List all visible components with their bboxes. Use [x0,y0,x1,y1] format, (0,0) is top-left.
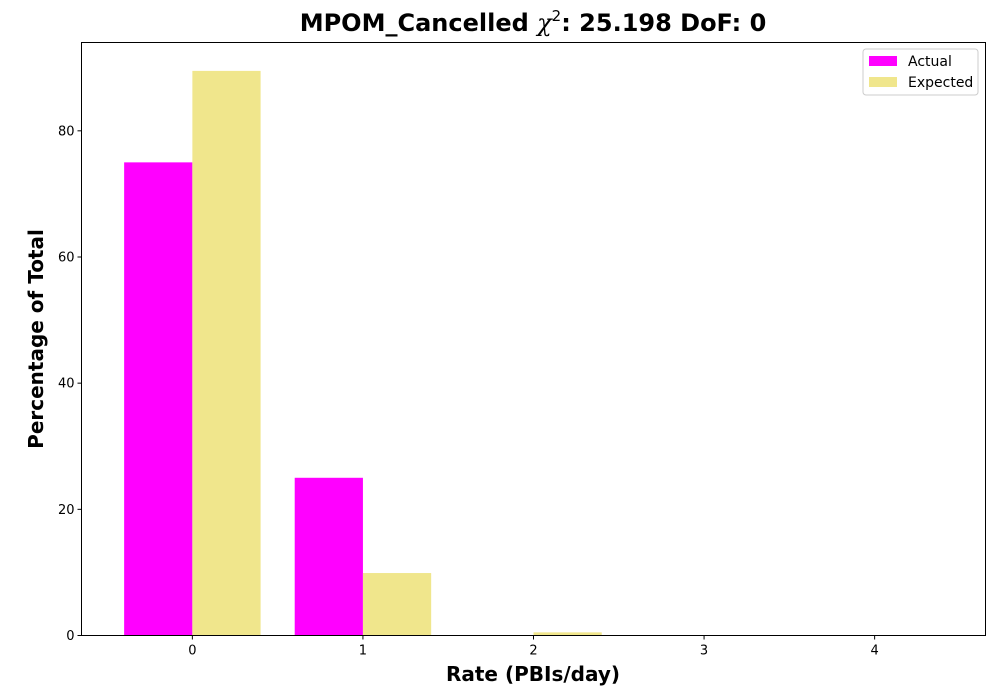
y-tick-label: 60 [58,250,75,265]
bar-expected-1 [362,573,432,636]
y-tick-label: 0 [66,629,74,644]
legend-swatch-actual [869,56,897,66]
legend: Actual Expected [862,48,979,96]
x-axis-title: Rate (PBIs/day) [446,662,620,686]
y-tick-label: 80 [58,124,75,139]
legend-label-expected: Expected [908,75,973,91]
bar-expected-2 [533,632,602,636]
x-tick-label: 1 [359,644,367,659]
y-axis-title: Percentage of Total [24,229,48,449]
legend-swatch-expected [869,77,897,87]
x-tick-label: 2 [529,644,537,659]
y-tick-label: 40 [58,377,75,392]
x-tick-label: 4 [870,644,878,659]
bar-actual-1 [294,477,363,636]
bars [124,70,773,636]
x-axis: 0 1 2 3 4 [188,635,879,659]
bar-expected-0 [192,70,261,636]
y-axis: 0 20 40 60 80 [58,124,82,644]
chart-title: MPOM_Cancelled χ2: 25.198 DoF: 0 [300,7,767,37]
y-tick-label: 20 [58,503,75,518]
x-tick-label: 0 [188,644,196,659]
x-tick-label: 3 [700,644,708,659]
legend-label-actual: Actual [908,54,952,70]
bar-actual-0 [124,162,193,636]
